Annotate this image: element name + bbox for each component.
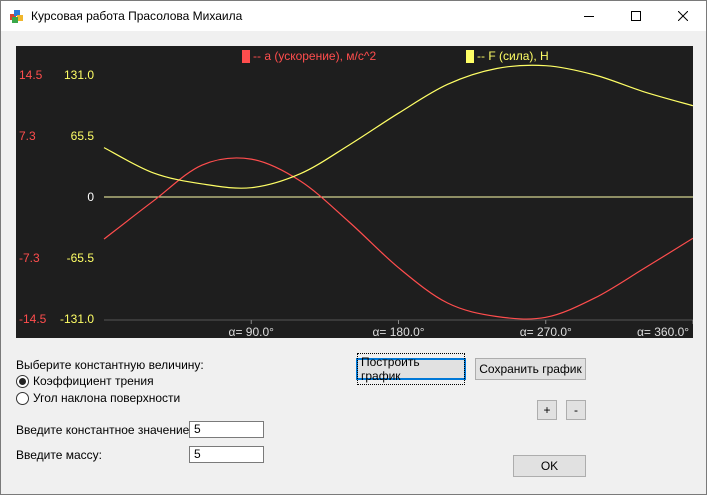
x-tick-label: α= 90.0°: [229, 325, 275, 338]
build-graph-label: Построить график: [357, 353, 465, 385]
ok-button[interactable]: OK: [513, 455, 586, 477]
force-legend-label: -- F (сила), Н: [477, 49, 549, 63]
x-tick-label: α= 180.0°: [372, 325, 424, 338]
accel-legend-swatch: [242, 50, 250, 63]
accel-tick-label: 14.5: [19, 68, 43, 82]
minimize-button[interactable]: [566, 1, 612, 31]
mass-input[interactable]: 5: [189, 446, 264, 463]
zero-label: 0: [87, 190, 94, 204]
constant-value-input[interactable]: 5: [189, 421, 264, 438]
accel-series-line: [103, 157, 693, 320]
title-bar[interactable]: Курсовая работа Прасолова Михаила: [1, 1, 706, 31]
force-series-line: [103, 64, 693, 189]
force-tick-label: 65.5: [71, 129, 95, 143]
accel-tick-label: 7.3: [19, 129, 36, 143]
close-icon: [678, 11, 688, 21]
force-tick-label: -65.5: [67, 251, 95, 265]
x-tick-label: α= 270.0°: [520, 325, 572, 338]
x-tick-label: α= 360.0°: [637, 325, 689, 338]
choose-constant-label: Выберите константную величину:: [16, 358, 204, 372]
close-button[interactable]: [660, 1, 706, 31]
force-tick-label: -131.0: [60, 312, 94, 326]
chart-svg: 0 14.5 7.3 -7.3 -14.5 131.0 65.5 -65.5 -131.0 α= …: [19, 49, 693, 338]
radio-angle[interactable]: Угол наклона поверхности: [16, 391, 180, 405]
zoom-out-button[interactable]: -: [566, 400, 586, 420]
radio-angle-label: Угол наклона поверхности: [33, 391, 181, 405]
mass-label: Введите массу:: [16, 448, 102, 462]
radio-friction-circle[interactable]: [16, 374, 29, 388]
zoom-in-button[interactable]: +: [537, 400, 557, 420]
radio-angle-circle[interactable]: [16, 391, 29, 405]
save-graph-button[interactable]: Сохранить график: [475, 358, 586, 380]
maximize-icon: [631, 11, 641, 21]
radio-friction[interactable]: Коэффициент трения: [16, 374, 154, 388]
constant-value-label: Введите константное значение:: [16, 423, 193, 437]
chart-area: 0 14.5 7.3 -7.3 -14.5 131.0 65.5 -65.5 -131.0 α= …: [16, 46, 693, 338]
force-tick-label: 131.0: [64, 68, 94, 82]
accel-tick-label: -7.3: [19, 251, 40, 265]
minimize-icon: [584, 16, 594, 17]
accel-tick-label: -14.5: [19, 312, 47, 326]
radio-friction-label: Коэффициент трения: [33, 374, 154, 388]
force-legend-swatch: [466, 50, 474, 63]
build-graph-button[interactable]: Построить график: [356, 353, 466, 385]
accel-legend-label: -- a (ускорение), м/с^2: [253, 49, 376, 63]
client-area: 0 14.5 7.3 -7.3 -14.5 131.0 65.5 -65.5 -131.0 α= …: [1, 31, 706, 494]
app-icon: [10, 10, 23, 23]
window-title: Курсовая работа Прасолова Михаила: [31, 9, 243, 23]
maximize-button[interactable]: [613, 1, 659, 31]
